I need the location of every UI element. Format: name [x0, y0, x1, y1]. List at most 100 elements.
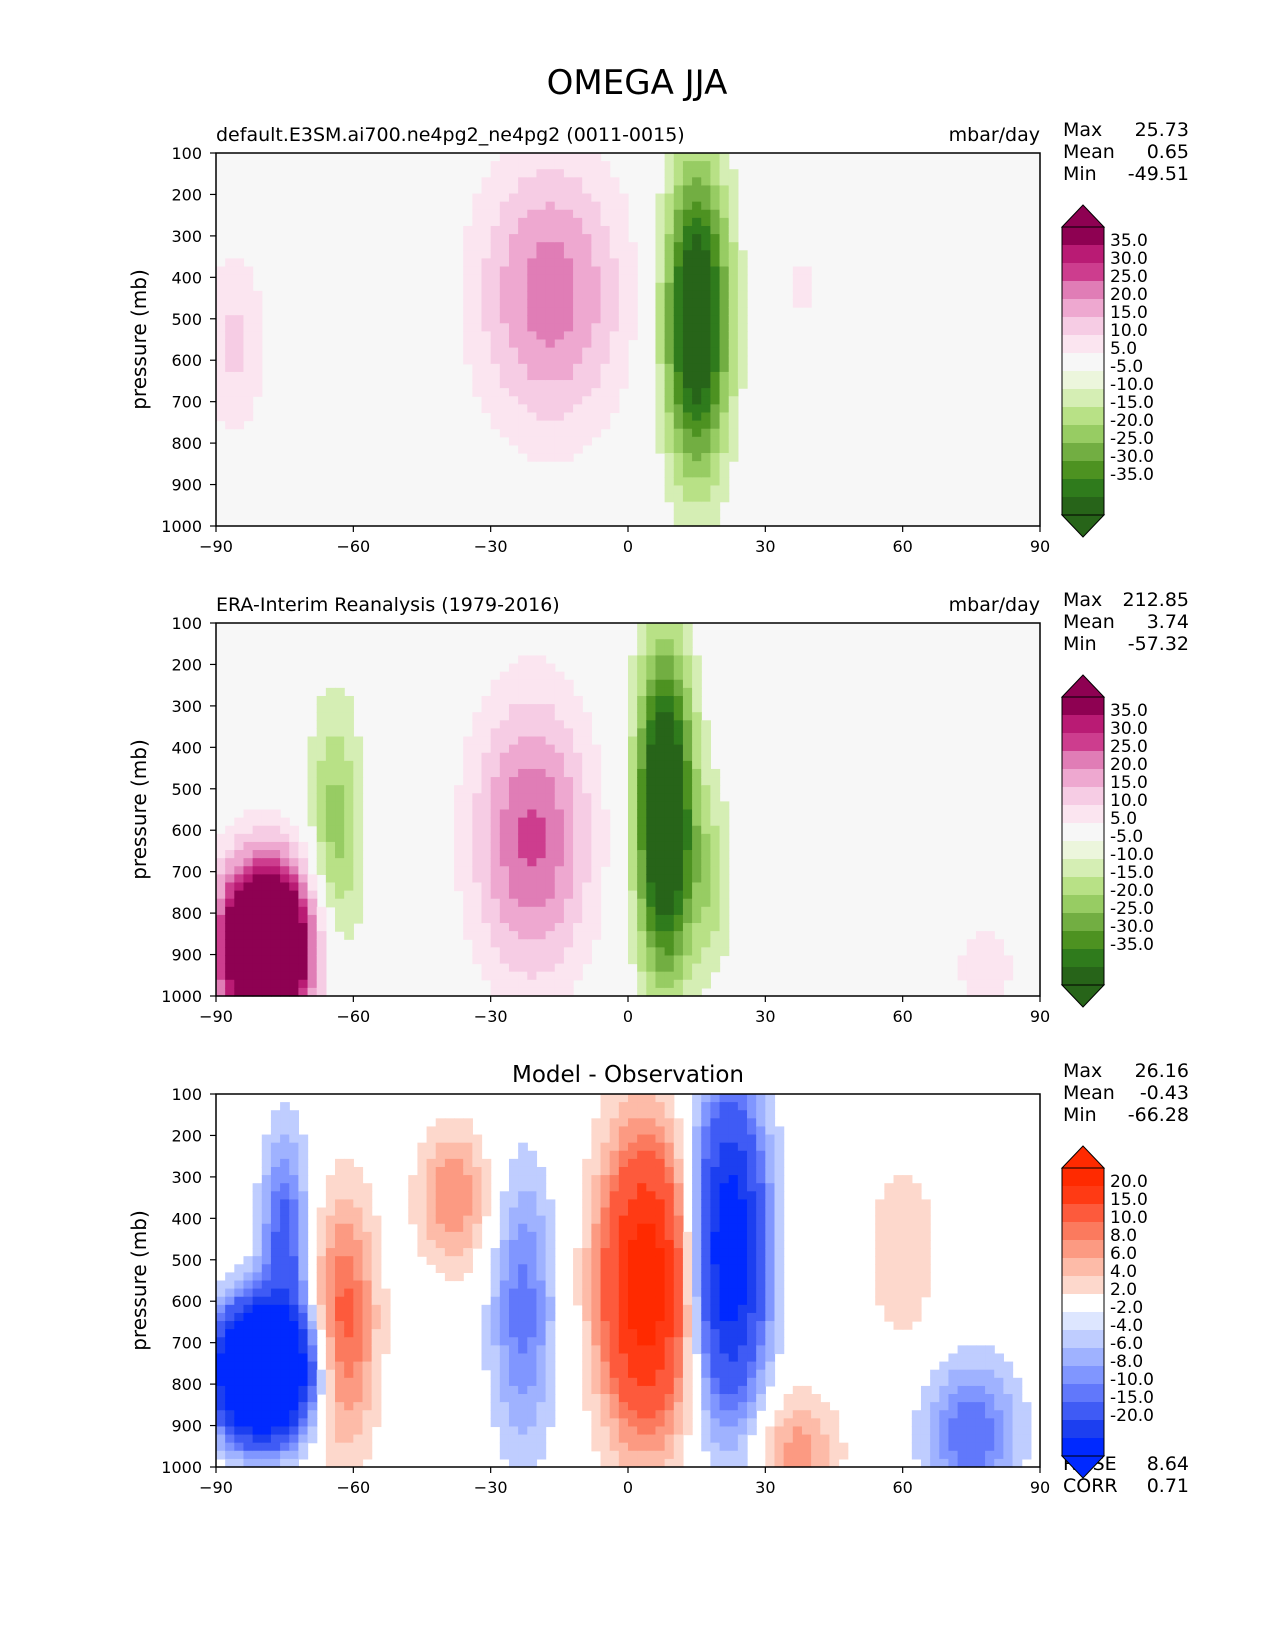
contour-cell [536, 1426, 547, 1436]
contour-cell [261, 963, 272, 973]
contour-cell [472, 736, 483, 746]
contour-cell [353, 1231, 364, 1241]
contour-cell [270, 1166, 281, 1176]
contour-cell [527, 388, 538, 397]
contour-cell [234, 1312, 245, 1322]
contour-cell [280, 817, 290, 827]
contour-cell [307, 1426, 318, 1436]
contour-cell [728, 1166, 739, 1176]
contour-cell [463, 760, 473, 770]
contour-cell [646, 785, 657, 794]
contour-cell [829, 1418, 840, 1428]
contour-cell [701, 752, 711, 762]
contour-cell [600, 412, 611, 422]
contour-cell [747, 1353, 757, 1363]
contour-cell [582, 947, 592, 957]
contour-cell [563, 266, 574, 276]
contour-cell [527, 1248, 538, 1257]
contour-cell [444, 1231, 455, 1241]
contour-cell [719, 355, 730, 365]
contour-cell [609, 1150, 620, 1160]
contour-cell [637, 687, 647, 697]
contour-cell [673, 355, 684, 365]
contour-cell [280, 1426, 290, 1436]
contour-cell [527, 404, 538, 414]
contour-cell [280, 1450, 290, 1460]
contour-cell [756, 1248, 766, 1257]
contour-cell [591, 282, 602, 292]
contour-cell [261, 1402, 272, 1411]
contour-cell [270, 987, 281, 997]
contour-cell [646, 898, 657, 908]
contour-cell [737, 1207, 748, 1217]
contour-cell [637, 874, 647, 884]
contour-cell [710, 841, 721, 851]
contour-cell [499, 817, 510, 827]
contour-cell [481, 1312, 492, 1322]
contour-cell [655, 1361, 666, 1371]
contour-cell [508, 1158, 519, 1168]
contour-cell [655, 1223, 666, 1233]
contour-cell [591, 274, 602, 284]
contour-cell [344, 1166, 354, 1176]
contour-cell [298, 1296, 309, 1306]
contour-cell [637, 712, 647, 721]
contour-cell [811, 1394, 821, 1403]
contour-cell [664, 380, 675, 389]
contour-cell [490, 396, 501, 405]
contour-cell [554, 695, 565, 705]
contour-cell [527, 850, 538, 859]
contour-cell [307, 874, 318, 884]
contour-cell [673, 623, 684, 632]
contour-cell [737, 1385, 748, 1395]
contour-cell [710, 1223, 721, 1233]
contour-cell [737, 1199, 748, 1209]
contour-cell [646, 1329, 657, 1338]
contour-cell [701, 1288, 711, 1298]
contour-cell [692, 914, 702, 924]
contour-cell [362, 1385, 373, 1395]
contour-cell [518, 209, 528, 219]
contour-cell [966, 1410, 977, 1419]
contour-cell [682, 363, 693, 373]
contour-cell [270, 1239, 281, 1249]
contour-cell [747, 1094, 757, 1103]
contour-cell [344, 931, 354, 940]
contour-cell [728, 1256, 739, 1265]
contour-cell [591, 1337, 602, 1346]
contour-cell [225, 290, 235, 300]
contour-cell [637, 728, 647, 738]
contour-cell [335, 687, 345, 697]
contour-cell [261, 825, 272, 835]
contour-cell [609, 1223, 620, 1233]
contour-cell [508, 242, 519, 251]
contour-cell [774, 1450, 785, 1460]
contour-cell [499, 1256, 510, 1265]
contour-cell [307, 793, 318, 802]
contour-cell [719, 1191, 730, 1201]
contour-cell [728, 169, 739, 178]
contour-cell [472, 768, 483, 778]
contour-cell [692, 1110, 702, 1119]
contour-cell [216, 1369, 226, 1379]
contour-cell [316, 695, 327, 705]
contour-cell [664, 858, 675, 867]
contour-cell [545, 1272, 556, 1282]
contour-cell [444, 1183, 455, 1192]
contour-cell [234, 404, 245, 414]
contour-cell [316, 728, 327, 738]
contour-cell [261, 1458, 272, 1468]
y-tick-label: 500 [171, 780, 202, 799]
contour-cell [939, 1450, 950, 1460]
contour-cell [682, 1321, 693, 1330]
contour-cell [728, 380, 739, 389]
contour-cell [243, 404, 254, 414]
contour-cell [225, 1353, 235, 1363]
contour-cell [435, 1166, 446, 1176]
contour-cell [618, 1337, 629, 1346]
contour-cell [673, 1361, 684, 1371]
contour-cell [225, 1304, 235, 1314]
contour-cell [618, 371, 629, 381]
contour-cell [646, 874, 657, 884]
contour-cell [930, 1450, 940, 1460]
